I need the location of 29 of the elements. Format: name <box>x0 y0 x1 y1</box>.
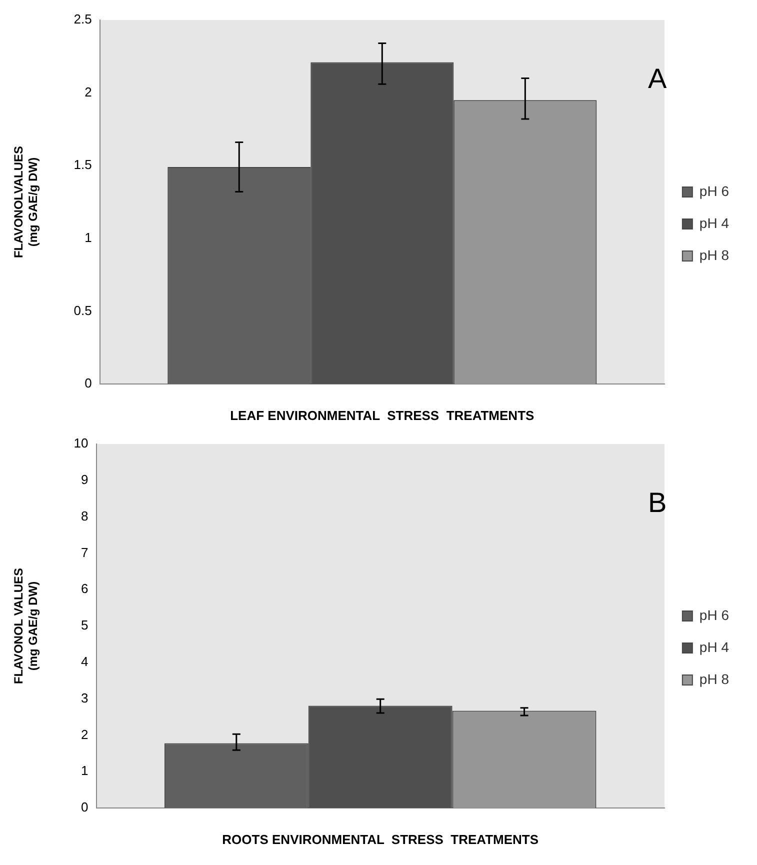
y-tick-label: 2 <box>84 84 92 100</box>
y-tick-label: 3 <box>81 690 88 706</box>
annotation: B <box>648 487 667 519</box>
y-tick-label: 1 <box>81 763 88 778</box>
y-tick-label: 1.5 <box>74 157 92 172</box>
y-tick-label: 2 <box>81 726 88 742</box>
x-axis-title: ROOTS ENVIRONMENTAL STRESS TREATMENTS <box>222 832 539 847</box>
legend-label: pH 8 <box>699 246 730 263</box>
y-tick-label: 1 <box>84 230 92 245</box>
y-tick-label: 0.5 <box>74 302 92 318</box>
y-tick-label: 0 <box>81 800 88 815</box>
y-tick-label: 6 <box>81 581 88 596</box>
y-tick-label: 4 <box>81 654 88 669</box>
y-tick-label: 2.5 <box>74 12 92 27</box>
y-tick-label: 9 <box>81 472 88 487</box>
y-tick-label: 10 <box>74 436 88 451</box>
legend-label: pH 6 <box>699 182 730 199</box>
x-axis-title: LEAF ENVIRONMENTAL STRESS TREATMENTS <box>230 408 535 423</box>
legend-label: pH 6 <box>699 606 730 623</box>
y-tick-label: 5 <box>81 618 88 633</box>
legend-label: pH 8 <box>699 670 730 687</box>
legend-label: pH 4 <box>699 638 730 655</box>
y-tick-label: 7 <box>81 544 88 560</box>
y-tick-label: 8 <box>81 508 88 524</box>
legend-label: pH 4 <box>699 214 730 231</box>
y-axis-title: FLAVONOLVALUES (mg GAE/g DW) <box>12 146 40 258</box>
y-tick-label: 0 <box>84 376 92 391</box>
y-axis-title: FLAVONOL VALUES (mg GAE/g DW) <box>12 568 40 684</box>
annotation: A <box>648 63 667 95</box>
